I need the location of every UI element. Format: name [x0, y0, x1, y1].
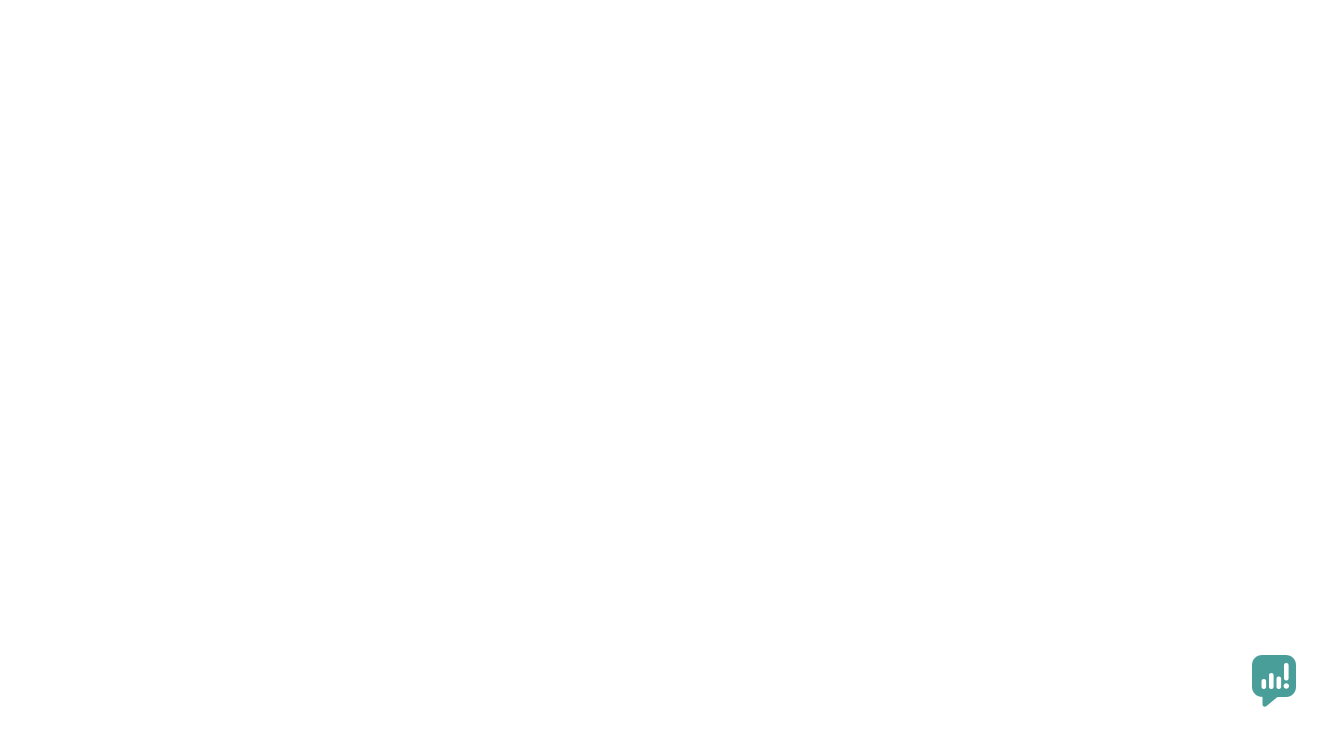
logo-bar-3	[1276, 676, 1282, 689]
unemployment-line-chart	[0, 330, 1340, 630]
logo-exclamation-bar	[1284, 663, 1289, 681]
newsworthy-logo-icon	[1252, 655, 1296, 707]
logo-bar-2	[1269, 673, 1274, 689]
speech-bubble-shape	[1252, 655, 1296, 707]
newsworthy-branding	[1251, 654, 1306, 707]
logo-exclamation-dot	[1283, 683, 1289, 689]
logo-bar-1	[1261, 679, 1267, 689]
